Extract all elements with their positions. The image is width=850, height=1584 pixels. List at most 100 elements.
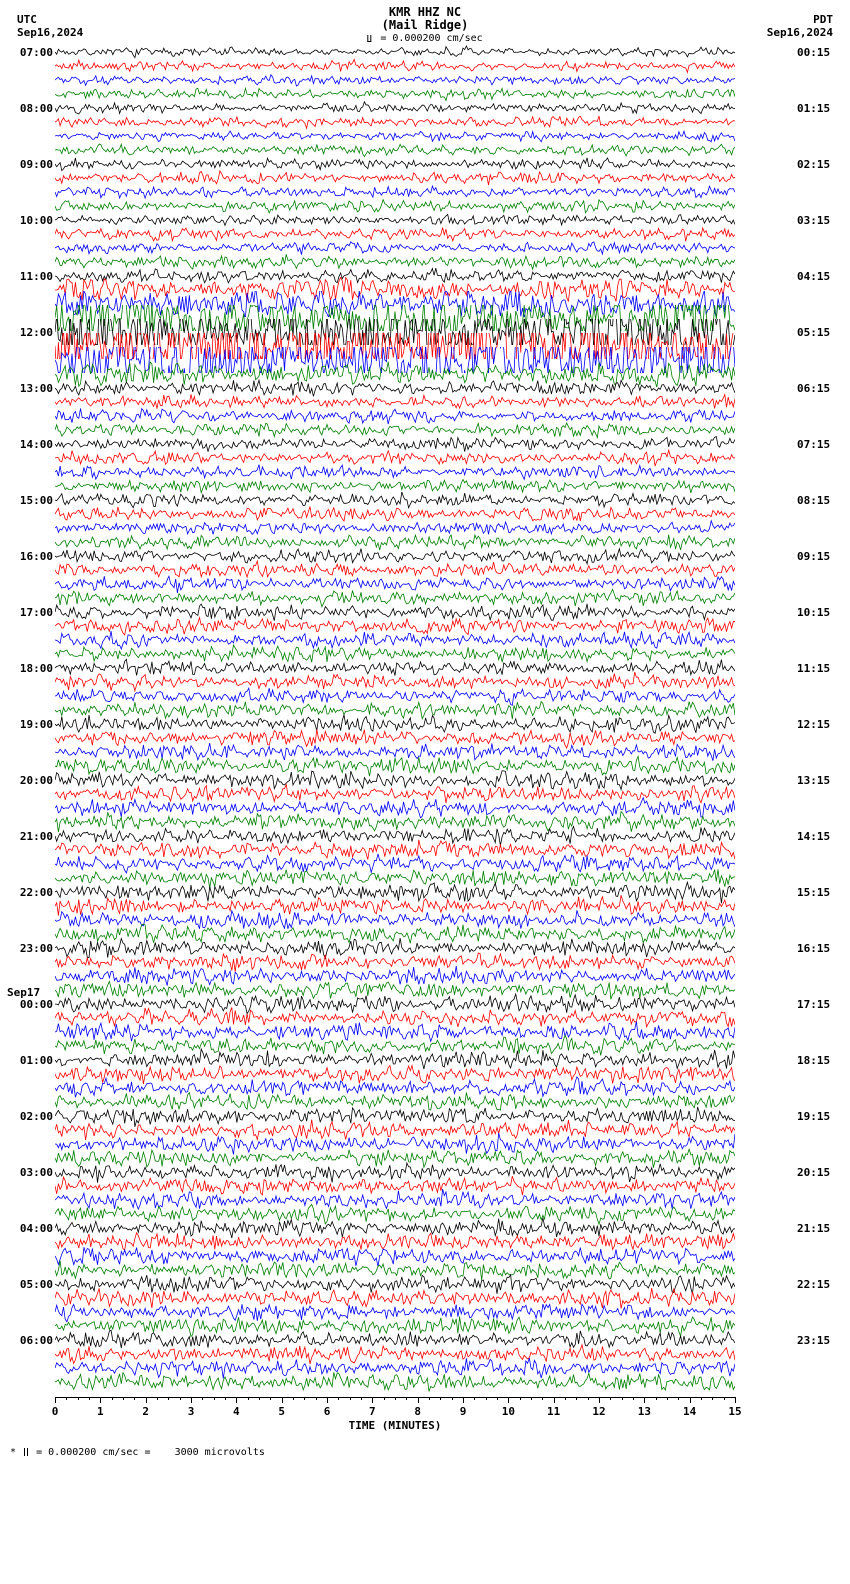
x-tick-minor	[667, 1397, 668, 1400]
x-tick-major	[55, 1397, 56, 1403]
x-tick-label: 10	[502, 1405, 515, 1418]
x-axis: TIME (MINUTES) 0123456789101112131415	[55, 1397, 735, 1437]
utc-time-label: 00:00	[7, 998, 53, 1011]
plot-area: 07:0000:1508:0001:1509:0002:1510:0003:15…	[5, 45, 845, 1389]
x-tick-minor	[429, 1397, 430, 1400]
pdt-time-label: 22:15	[797, 1278, 843, 1291]
x-tick-minor	[520, 1397, 521, 1400]
x-tick-minor	[542, 1397, 543, 1400]
x-tick-major	[146, 1397, 147, 1403]
utc-time-label: 04:00	[7, 1222, 53, 1235]
pdt-time-label: 20:15	[797, 1166, 843, 1179]
x-tick-minor	[350, 1397, 351, 1400]
pdt-time-label: 07:15	[797, 438, 843, 451]
location-title: (Mail Ridge)	[382, 18, 469, 32]
station-title: KMR HHZ NC	[389, 5, 461, 19]
x-tick-minor	[157, 1397, 158, 1400]
x-tick-minor	[622, 1397, 623, 1400]
left-date-label: Sep16,2024	[17, 26, 83, 39]
x-tick-minor	[248, 1397, 249, 1400]
pdt-time-label: 16:15	[797, 942, 843, 955]
trace-row	[5, 1375, 845, 1389]
x-tick-minor	[180, 1397, 181, 1400]
pdt-time-label: 13:15	[797, 774, 843, 787]
x-tick-minor	[486, 1397, 487, 1400]
x-tick-label: 4	[233, 1405, 240, 1418]
x-tick-label: 11	[547, 1405, 560, 1418]
x-tick-label: 9	[460, 1405, 467, 1418]
x-tick-minor	[452, 1397, 453, 1400]
utc-time-label: 23:00	[7, 942, 53, 955]
x-tick-minor	[576, 1397, 577, 1400]
utc-time-label: 19:00	[7, 718, 53, 731]
utc-time-label: 07:00	[7, 46, 53, 59]
pdt-time-label: 14:15	[797, 830, 843, 843]
x-tick-label: 7	[369, 1405, 376, 1418]
x-tick-major	[554, 1397, 555, 1403]
x-tick-major	[372, 1397, 373, 1403]
x-tick-major	[418, 1397, 419, 1403]
pdt-time-label: 10:15	[797, 606, 843, 619]
x-tick-minor	[316, 1397, 317, 1400]
x-tick-minor	[361, 1397, 362, 1400]
x-tick-minor	[202, 1397, 203, 1400]
x-tick-minor	[384, 1397, 385, 1400]
x-tick-major	[644, 1397, 645, 1403]
x-tick-minor	[214, 1397, 215, 1400]
x-tick-label: 13	[638, 1405, 651, 1418]
x-tick-label: 15	[728, 1405, 741, 1418]
utc-time-label: 12:00	[7, 326, 53, 339]
pdt-time-label: 21:15	[797, 1222, 843, 1235]
x-tick-minor	[565, 1397, 566, 1400]
x-tick-minor	[78, 1397, 79, 1400]
x-tick-minor	[168, 1397, 169, 1400]
x-tick-minor	[610, 1397, 611, 1400]
x-tick-minor	[304, 1397, 305, 1400]
x-tick-label: 3	[188, 1405, 195, 1418]
x-tick-minor	[531, 1397, 532, 1400]
utc-time-label: 01:00	[7, 1054, 53, 1067]
x-tick-major	[282, 1397, 283, 1403]
pdt-time-label: 23:15	[797, 1334, 843, 1347]
utc-time-label: 02:00	[7, 1110, 53, 1123]
pdt-time-label: 02:15	[797, 158, 843, 171]
x-tick-label: 8	[414, 1405, 421, 1418]
x-tick-minor	[656, 1397, 657, 1400]
x-tick-minor	[440, 1397, 441, 1400]
x-tick-label: 0	[52, 1405, 59, 1418]
x-tick-minor	[89, 1397, 90, 1400]
x-tick-major	[735, 1397, 736, 1403]
pdt-time-label: 19:15	[797, 1110, 843, 1123]
x-tick-minor	[474, 1397, 475, 1400]
utc-time-label: 15:00	[7, 494, 53, 507]
x-tick-major	[690, 1397, 691, 1403]
utc-time-label: 06:00	[7, 1334, 53, 1347]
pdt-time-label: 05:15	[797, 326, 843, 339]
pdt-time-label: 09:15	[797, 550, 843, 563]
utc-time-label: 18:00	[7, 662, 53, 675]
utc-time-label: 05:00	[7, 1278, 53, 1291]
scale-bar-icon	[24, 1448, 28, 1456]
footer-scale: * = 0.000200 cm/sec = 3000 microvolts	[10, 1447, 845, 1458]
pdt-time-label: 04:15	[797, 270, 843, 283]
x-tick-major	[191, 1397, 192, 1403]
left-tz-label: UTC	[17, 13, 37, 26]
x-tick-minor	[633, 1397, 634, 1400]
x-tick-minor	[225, 1397, 226, 1400]
x-tick-minor	[701, 1397, 702, 1400]
x-tick-label: 12	[592, 1405, 605, 1418]
x-tick-minor	[112, 1397, 113, 1400]
helicorder-container: KMR HHZ NC (Mail Ridge) UTC Sep16,2024 P…	[5, 5, 845, 1458]
footer-text1: = 0.000200 cm/sec =	[36, 1447, 150, 1458]
pdt-time-label: 18:15	[797, 1054, 843, 1067]
x-tick-minor	[134, 1397, 135, 1400]
right-date-label: Sep16,2024	[767, 26, 833, 39]
x-tick-label: 5	[278, 1405, 285, 1418]
x-tick-minor	[259, 1397, 260, 1400]
pdt-time-label: 03:15	[797, 214, 843, 227]
x-tick-label: 6	[324, 1405, 331, 1418]
x-tick-major	[463, 1397, 464, 1403]
pdt-time-label: 01:15	[797, 102, 843, 115]
x-tick-label: 2	[142, 1405, 149, 1418]
utc-time-label: 21:00	[7, 830, 53, 843]
